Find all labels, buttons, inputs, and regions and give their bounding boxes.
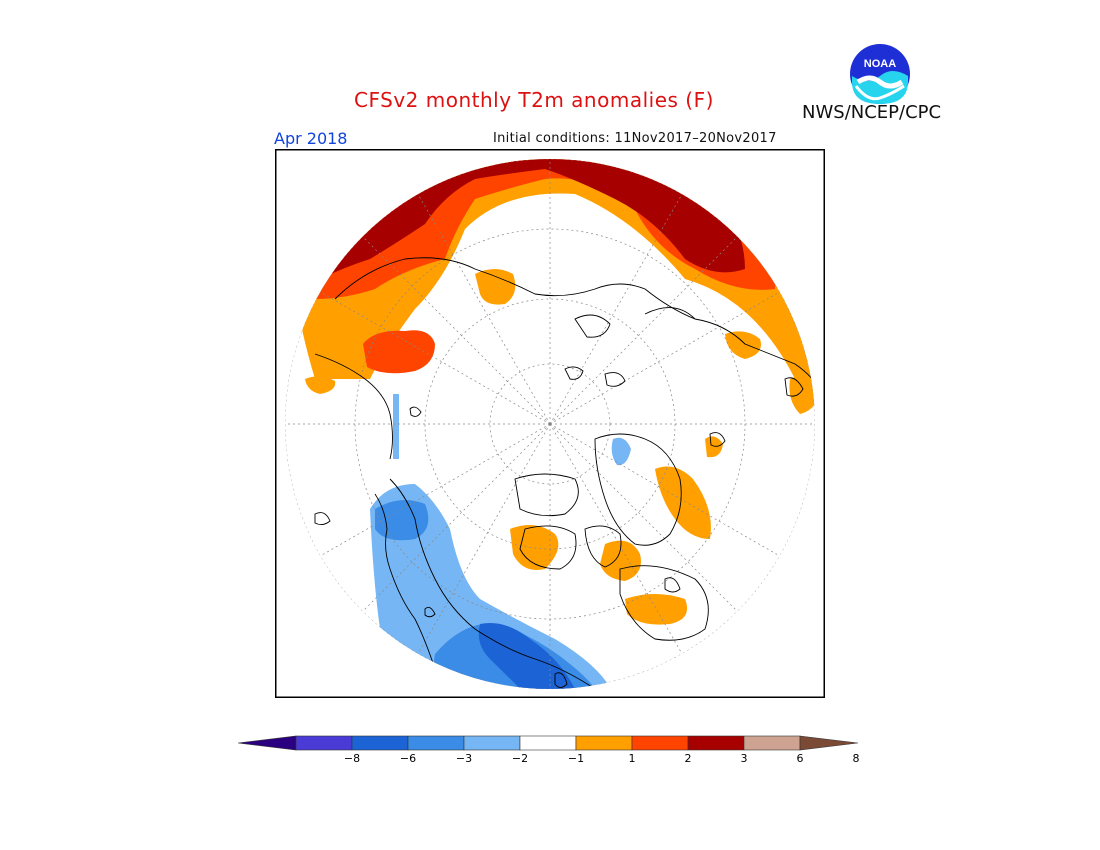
anomaly-medblue-area-2	[375, 500, 429, 541]
organization-label: NWS/NCEP/CPC	[802, 102, 942, 123]
polar-map	[275, 149, 825, 698]
initial-conditions-label: Initial conditions: 11Nov2017–20Nov2017	[493, 131, 777, 146]
anomaly-orange-blob-6	[600, 540, 641, 581]
colorbar-tick-label: 3	[740, 752, 748, 765]
anomaly-lightblue-strip	[393, 394, 399, 459]
colorbar-tick-label: 8	[852, 752, 860, 765]
noaa-logo-text: NOAA	[864, 58, 896, 70]
anomaly-orange-blob-1	[475, 269, 516, 305]
anomaly-lightblue-area	[370, 484, 615, 689]
colorbar-bin	[463, 735, 521, 751]
colorbar-tick-label: −2	[511, 752, 529, 765]
anomaly-orange-blob-5	[510, 525, 559, 570]
colorbar-bin	[631, 735, 689, 751]
anomaly-orange-blob-8	[305, 376, 336, 394]
coastlines	[314, 257, 815, 689]
colorbar	[238, 735, 859, 751]
anomaly-lightblue-blob	[611, 437, 631, 466]
colorbar-tick-label: 6	[796, 752, 804, 765]
map-gridlines	[285, 159, 815, 689]
anomaly-orange-blob-9	[705, 436, 723, 458]
colorbar-bin	[295, 735, 353, 751]
anomaly-orange-blob-7	[625, 594, 688, 625]
colorbar-tick-label: 1	[628, 752, 636, 765]
colorbar-bin	[575, 735, 633, 751]
anomaly-orange-blob-4	[655, 466, 711, 539]
valid-month-label: Apr 2018	[274, 129, 348, 148]
anomaly-darkblue-area	[478, 623, 575, 689]
colorbar-bin-lowest	[238, 735, 297, 751]
anomaly-orange-blob-2	[725, 331, 761, 359]
colorbar-tick-label: −3	[455, 752, 473, 765]
noaa-logo: NOAA	[850, 44, 910, 104]
colorbar-tick-label: 2	[684, 752, 692, 765]
colorbar-tick-label: −1	[567, 752, 585, 765]
colorbar-bin	[743, 735, 801, 751]
anomaly-shading	[295, 159, 815, 689]
colorbar-tick-label: −8	[343, 752, 361, 765]
colorbar-tick-label: −6	[399, 752, 417, 765]
colorbar-bin-highest	[799, 735, 859, 751]
chart-title: CFSv2 monthly T2m anomalies (F)	[354, 88, 714, 112]
colorbar-bin	[351, 735, 409, 751]
colorbar-bin	[519, 735, 577, 751]
colorbar-bin	[687, 735, 745, 751]
anomaly-red-blob-west	[363, 330, 435, 374]
colorbar-bin	[407, 735, 465, 751]
